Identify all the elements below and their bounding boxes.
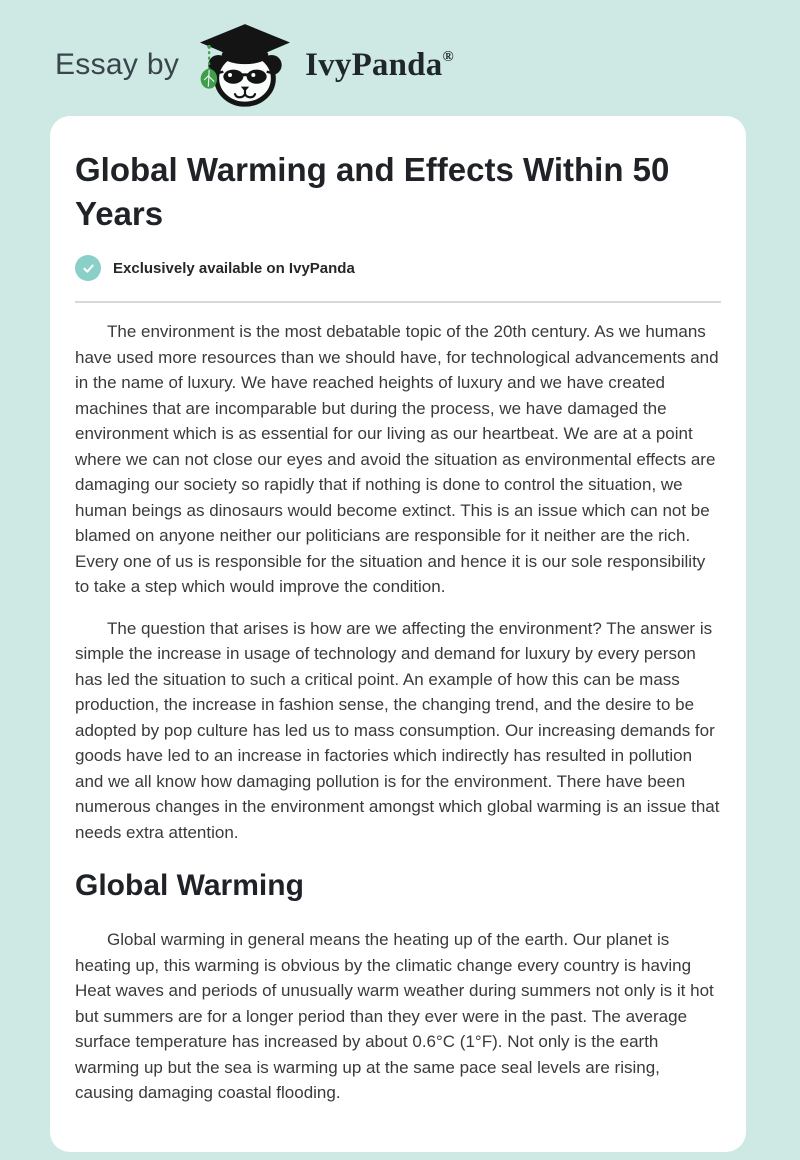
essay-card: Global Warming and Effects Within 50 Yea…: [50, 116, 746, 1152]
exclusive-badge: Exclusively available on IvyPanda: [75, 255, 721, 282]
brand-text: IvyPanda: [305, 46, 443, 83]
divider: [75, 301, 721, 304]
page-title: Global Warming and Effects Within 50 Yea…: [75, 151, 670, 232]
paragraph: The environment is the most debatable to…: [75, 322, 719, 597]
badge-label: Exclusively available on IvyPanda: [113, 259, 355, 277]
ivypanda-logo-icon[interactable]: [195, 21, 295, 109]
paragraph: Global warming in general means the heat…: [75, 930, 714, 1103]
section-heading: Global Warming: [75, 869, 304, 903]
brand-name[interactable]: IvyPanda®: [305, 47, 454, 84]
essay-by-label: Essay by: [55, 48, 180, 81]
registered-mark: ®: [442, 48, 454, 65]
header: Essay by: [0, 0, 800, 107]
paragraph: The question that arises is how are we a…: [75, 618, 720, 842]
check-icon: [75, 255, 101, 282]
